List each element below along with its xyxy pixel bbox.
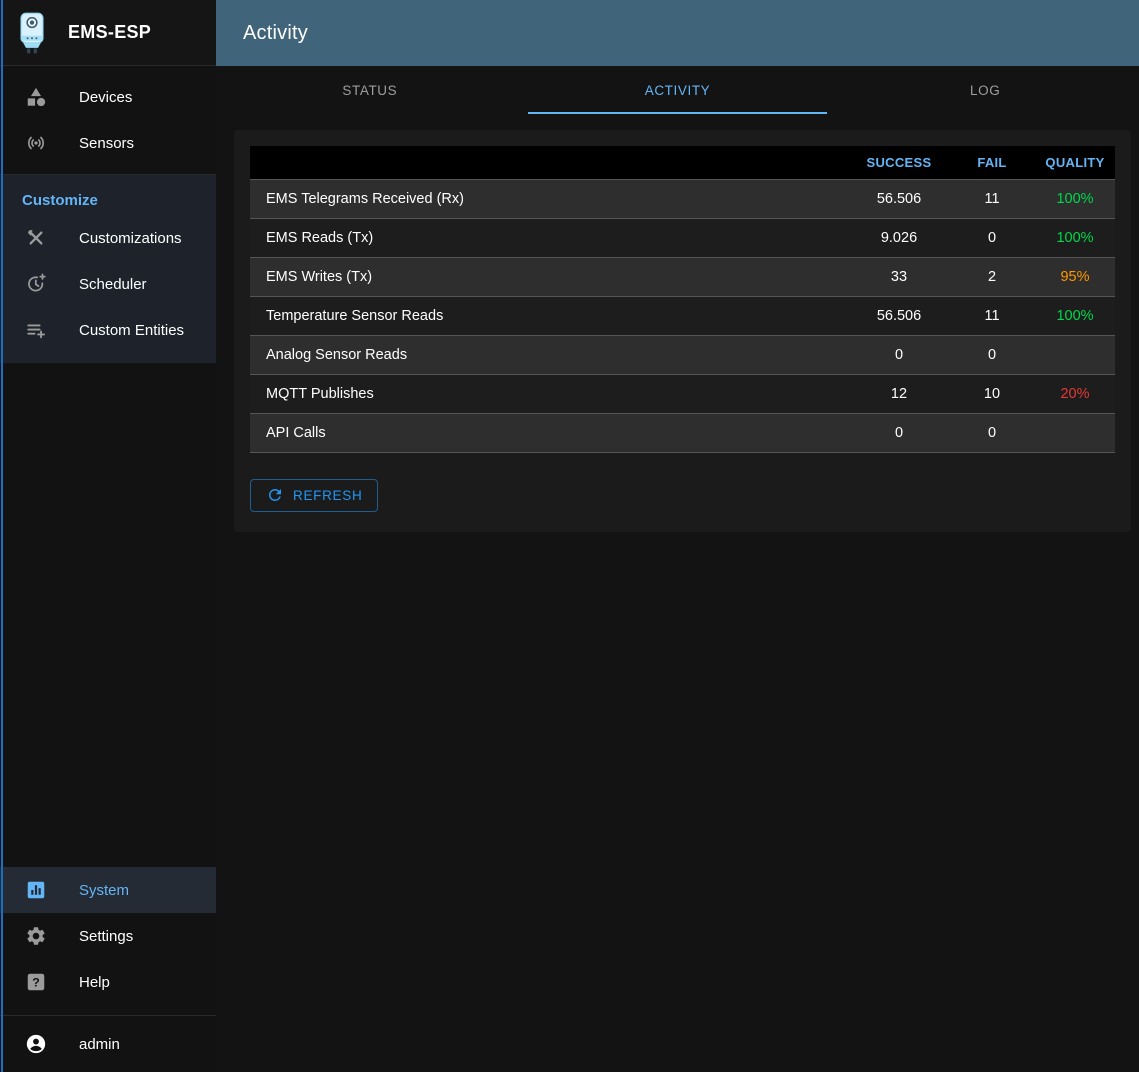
page-title: Activity	[243, 21, 308, 44]
activity-table: SUCCESS FAIL QUALITY EMS Telegrams Recei…	[250, 146, 1115, 453]
column-header-fail: FAIL	[949, 146, 1035, 180]
tab-bar: STATUS ACTIVITY LOG	[216, 66, 1139, 114]
sidebar-item-system[interactable]: System	[0, 867, 216, 913]
main-area: Activity STATUS ACTIVITY LOG SUCCESS FAI…	[216, 0, 1139, 1072]
row-quality-value	[1035, 335, 1115, 375]
row-fail-value: 2	[949, 257, 1035, 297]
sidebar-item-scheduler[interactable]: Scheduler	[0, 261, 216, 307]
table-header-row: SUCCESS FAIL QUALITY	[250, 146, 1115, 180]
devices-icon	[24, 85, 48, 109]
row-fail-value: 11	[949, 296, 1035, 336]
sidebar-item-label: Custom Entities	[79, 321, 185, 339]
sidebar-customize-section: Customize Customizations Scheduler	[0, 174, 216, 363]
user-name: admin	[79, 1035, 120, 1053]
row-fail-value: 10	[949, 374, 1035, 414]
playlist-add-icon	[24, 318, 48, 342]
row-success-value: 0	[849, 335, 949, 375]
help-question-icon: ?	[24, 970, 48, 994]
row-quality-value: 95%	[1035, 257, 1115, 297]
row-success-value: 56.506	[849, 296, 949, 336]
row-success-value: 0	[849, 413, 949, 453]
sidebar-item-label: Help	[79, 973, 110, 991]
row-success-value: 12	[849, 374, 949, 414]
table-row: MQTT Publishes 12 10 20%	[250, 374, 1115, 414]
boiler-logo-icon	[14, 11, 50, 55]
app-logo-row: EMS-ESP	[0, 0, 216, 66]
row-fail-value: 11	[949, 179, 1035, 219]
column-header-success: SUCCESS	[849, 146, 949, 180]
refresh-button-label: REFRESH	[293, 487, 363, 503]
row-fail-value: 0	[949, 413, 1035, 453]
app-bar: Activity	[216, 0, 1139, 66]
sidebar-main-nav: Devices Sensors	[0, 66, 216, 174]
sidebar-item-label: Customizations	[79, 229, 182, 247]
table-row: EMS Writes (Tx) 33 2 95%	[250, 257, 1115, 297]
table-row: Analog Sensor Reads 0 0	[250, 335, 1115, 375]
table-row: API Calls 0 0	[250, 413, 1115, 453]
row-success-value: 56.506	[849, 179, 949, 219]
sidebar-user-admin[interactable]: admin	[0, 1016, 216, 1072]
row-success-value: 33	[849, 257, 949, 297]
left-edge-accent	[1, 0, 3, 1072]
column-header-metric	[250, 146, 849, 180]
sidebar-item-customizations[interactable]: Customizations	[0, 215, 216, 261]
row-quality-value: 100%	[1035, 296, 1115, 336]
row-fail-value: 0	[949, 218, 1035, 258]
sidebar-item-devices[interactable]: Devices	[0, 74, 216, 120]
row-fail-value: 0	[949, 335, 1035, 375]
row-quality-value: 100%	[1035, 218, 1115, 258]
row-metric-label: Analog Sensor Reads	[250, 335, 849, 375]
svg-text:?: ?	[32, 975, 40, 989]
sidebar-item-label: System	[79, 881, 130, 899]
table-body: EMS Telegrams Received (Rx) 56.506 11 10…	[250, 179, 1115, 453]
sidebar-item-help[interactable]: ? Help	[0, 959, 216, 1005]
clock-plus-icon	[24, 272, 48, 296]
row-quality-value	[1035, 413, 1115, 453]
row-metric-label: API Calls	[250, 413, 849, 453]
row-quality-value: 20%	[1035, 374, 1115, 414]
sidebar-item-sensors[interactable]: Sensors	[0, 120, 216, 166]
sidebar-divider	[0, 1015, 216, 1016]
refresh-button[interactable]: REFRESH	[250, 478, 379, 512]
row-metric-label: EMS Reads (Tx)	[250, 218, 849, 258]
sensors-icon	[24, 131, 48, 155]
table-row: EMS Telegrams Received (Rx) 56.506 11 10…	[250, 179, 1115, 219]
sidebar-item-label: Settings	[79, 927, 134, 945]
refresh-icon	[266, 486, 284, 504]
customize-section-header: Customize	[22, 192, 98, 209]
activity-card: SUCCESS FAIL QUALITY EMS Telegrams Recei…	[234, 130, 1131, 532]
table-row: EMS Reads (Tx) 9.026 0 100%	[250, 218, 1115, 258]
row-metric-label: Temperature Sensor Reads	[250, 296, 849, 336]
tab-activity[interactable]: ACTIVITY	[524, 66, 832, 114]
tab-status[interactable]: STATUS	[216, 66, 524, 114]
sidebar-item-custom-entities[interactable]: Custom Entities	[0, 307, 216, 353]
sidebar: EMS-ESP Devices Sensors Customize	[0, 0, 216, 1072]
table-row: Temperature Sensor Reads 56.506 11 100%	[250, 296, 1115, 336]
row-metric-label: EMS Telegrams Received (Rx)	[250, 179, 849, 219]
tab-log[interactable]: LOG	[831, 66, 1139, 114]
account-circle-icon	[24, 1032, 48, 1056]
sidebar-spacer	[0, 363, 216, 867]
row-quality-value: 100%	[1035, 179, 1115, 219]
sidebar-item-label: Scheduler	[79, 275, 147, 293]
app-title: EMS-ESP	[68, 22, 152, 42]
row-metric-label: EMS Writes (Tx)	[250, 257, 849, 297]
gear-icon	[24, 924, 48, 948]
row-metric-label: MQTT Publishes	[250, 374, 849, 414]
sidebar-item-settings[interactable]: Settings	[0, 913, 216, 959]
analytics-chart-icon	[24, 878, 48, 902]
construction-tools-icon	[24, 226, 48, 250]
row-success-value: 9.026	[849, 218, 949, 258]
column-header-quality: QUALITY	[1035, 146, 1115, 180]
sidebar-item-label: Sensors	[79, 134, 135, 152]
sidebar-item-label: Devices	[79, 88, 133, 106]
